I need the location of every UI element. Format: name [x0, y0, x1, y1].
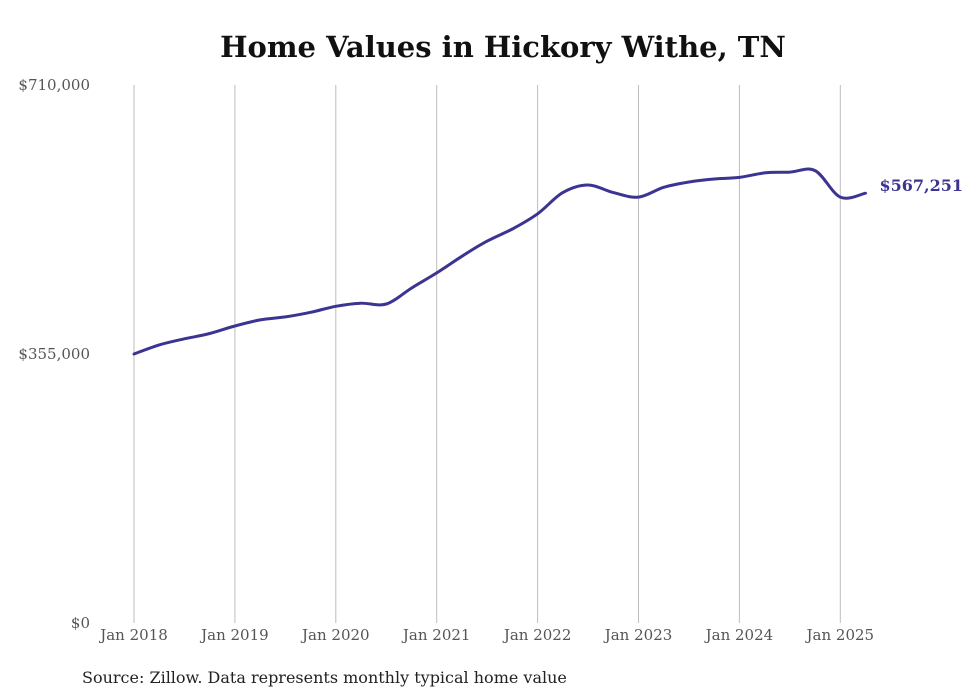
x-tick-label: Jan 2024	[704, 626, 774, 644]
x-tick-label: Jan 2022	[502, 626, 572, 644]
gridlines	[133, 85, 841, 623]
end-value-label: $567,251	[880, 176, 964, 195]
y-axis-labels: $0 $355,000 $710,000	[18, 76, 90, 632]
x-tick-label: Jan 2018	[98, 626, 168, 644]
x-axis-labels: Jan 2018 Jan 2019 Jan 2020 Jan 2021 Jan 2022…	[98, 626, 874, 644]
y-tick-label: $355,000	[18, 345, 90, 363]
x-tick-label: Jan 2025	[805, 626, 875, 644]
y-tick-label: $710,000	[18, 76, 90, 94]
series-line	[132, 167, 867, 356]
x-tick-label: Jan 2023	[603, 626, 673, 644]
x-tick-label: Jan 2019	[199, 626, 269, 644]
chart-title: Home Values in Hickory Withe, TN	[220, 30, 786, 64]
source-note: Source: Zillow. Data represents monthly …	[82, 668, 567, 687]
x-tick-label: Jan 2020	[300, 626, 370, 644]
x-tick-label: Jan 2021	[401, 626, 471, 644]
y-tick-label: $0	[71, 614, 90, 632]
